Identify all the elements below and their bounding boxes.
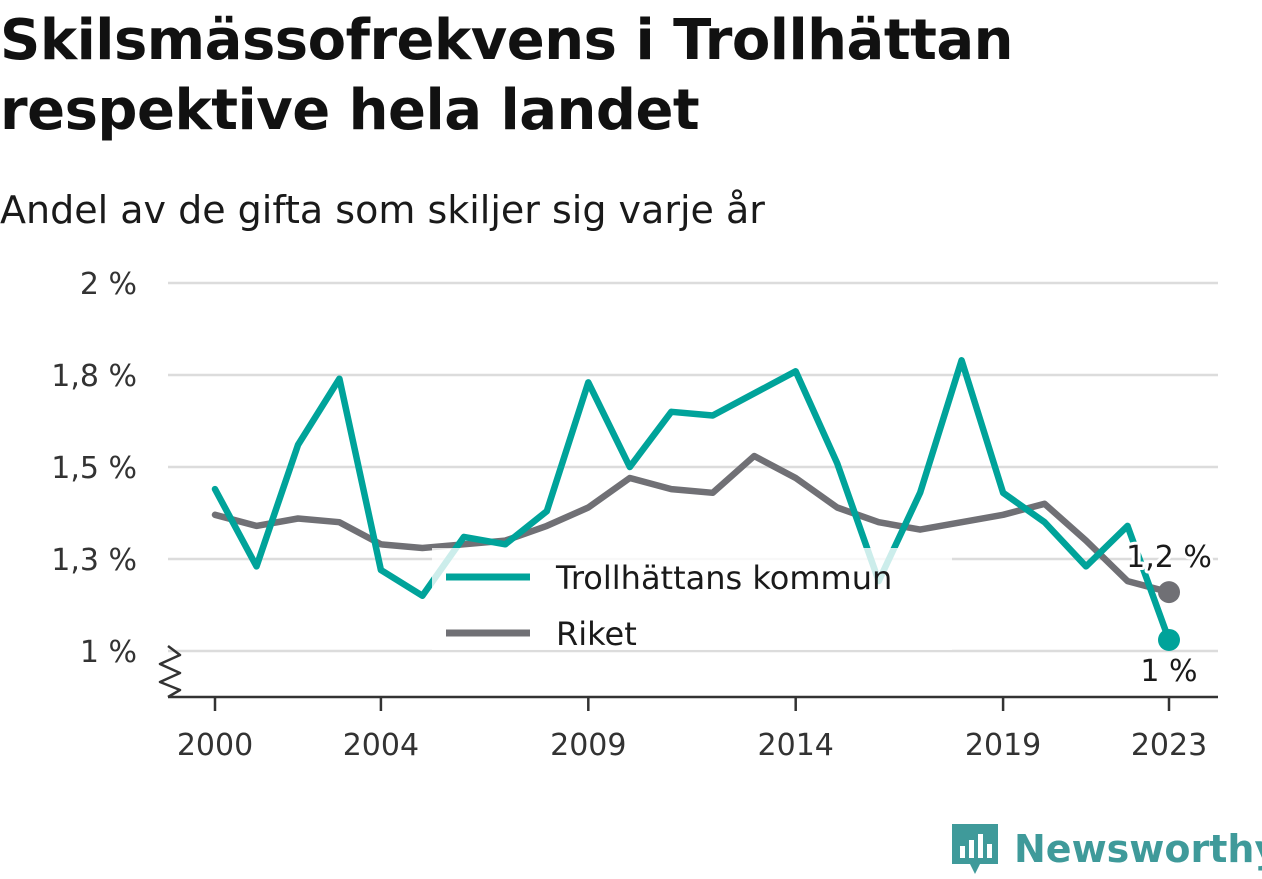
end-point-marker <box>1158 581 1180 604</box>
newsworthy-logo-icon <box>952 824 998 874</box>
chart-subtitle: Andel av de gifta som skiljer sig varje … <box>0 188 765 232</box>
legend-label-trollhattan: Trollhättans kommun <box>555 559 892 597</box>
x-tick-label: 2009 <box>550 728 626 763</box>
end-value-label: 1 % <box>1140 654 1197 689</box>
brand-name: Newsworthy <box>1014 827 1262 871</box>
x-tick-label: 2004 <box>343 728 419 763</box>
x-tick-label: 2000 <box>177 728 253 763</box>
legend-label-riket: Riket <box>556 615 637 653</box>
x-tick-label: 2014 <box>758 728 834 763</box>
series-line-trollhattan <box>211 357 1173 644</box>
end-value-label: 1,2 % <box>1126 540 1212 575</box>
y-tick-label: 1 % <box>80 635 137 670</box>
y-tick-label: 1,3 % <box>51 543 137 578</box>
y-tick-label: 1,8 % <box>51 359 137 394</box>
line-chart: 1 % 1,3 % 1,5 % 1,8 % 2 % 2000 2004 2009 2014 201… <box>51 267 1218 763</box>
y-tick-label: 2 % <box>80 267 137 302</box>
y-tick-label: 1,5 % <box>51 451 137 486</box>
end-point-marker <box>1158 628 1180 651</box>
chart-title: Skilsmässofrekvens i Trollhättan respekt… <box>0 8 1014 143</box>
x-tick-label: 2019 <box>965 728 1041 763</box>
newsworthy-logo: Newsworthy <box>950 820 1262 878</box>
y-axis-break-icon <box>158 645 182 699</box>
x-tick-label: 2023 <box>1131 728 1207 763</box>
